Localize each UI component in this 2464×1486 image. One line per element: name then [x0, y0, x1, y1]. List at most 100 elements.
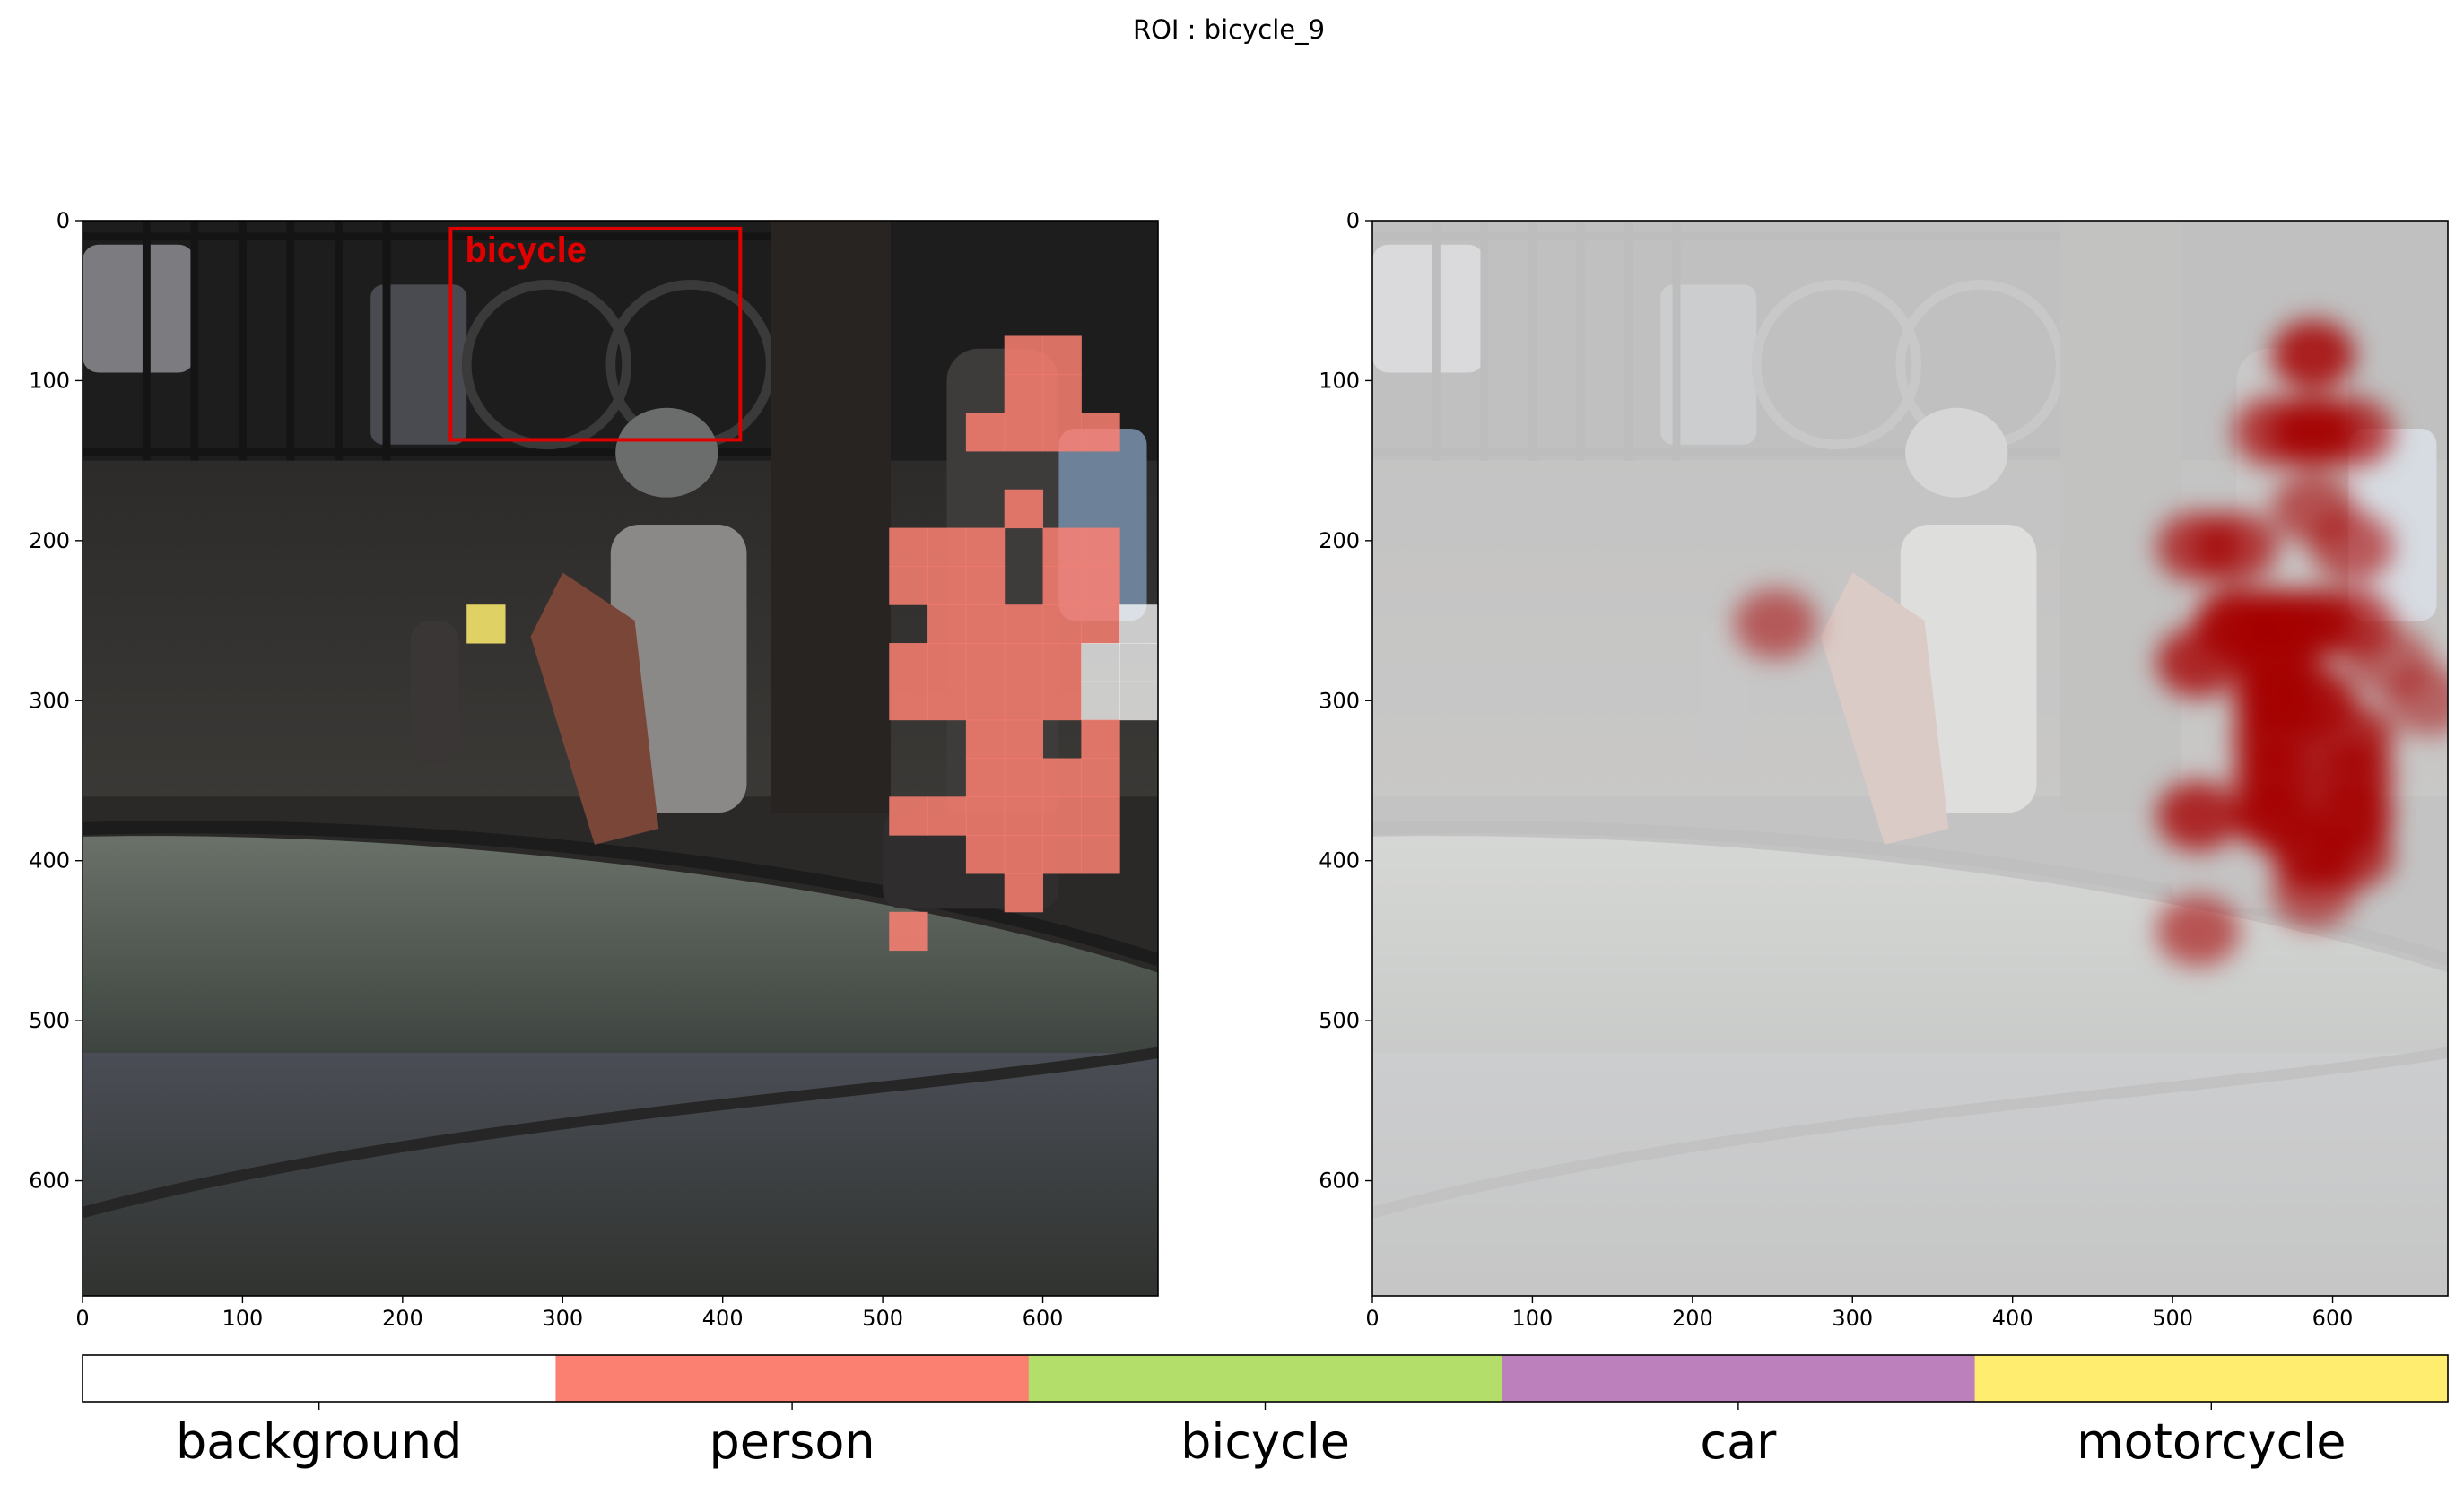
class-patch-person: [927, 796, 967, 836]
x-tick-label: 100: [222, 1306, 264, 1331]
class-patch-person: [1042, 527, 1082, 567]
attention-heatmap: [1734, 319, 2448, 967]
heat-spot: [2310, 511, 2394, 583]
class-patch-person: [965, 643, 1006, 682]
class-patch-person: [1004, 873, 1044, 913]
y-tick-label: 0: [1346, 208, 1360, 233]
class-patch-person: [1042, 835, 1082, 874]
right-panel: 0 100 200 300 400 500 600 0 100 200 300 400 500 600: [1319, 208, 2449, 1331]
class-patch-person: [889, 681, 928, 721]
class-patch-person: [965, 758, 1006, 797]
colorbar-segment-motorcycle: [1974, 1355, 2449, 1402]
y-tick-label: 600: [29, 1169, 70, 1194]
y-tick-label: 200: [1319, 528, 1360, 553]
class-patch-person: [1042, 374, 1082, 413]
x-tick-label: 0: [1365, 1306, 1379, 1331]
class-patch-person: [965, 835, 1006, 874]
colorbar-segment-car: [1502, 1355, 1976, 1402]
y-tick-label: 100: [1319, 368, 1360, 393]
left-panel: bicycle 0 100 200 300 400 500 600 0 100 200 300 400…: [29, 208, 1197, 1331]
left-axes-frame: [82, 220, 1159, 1297]
class-patch-person: [1042, 566, 1082, 605]
colorbar-label-person: person: [710, 1413, 875, 1470]
class-patch-person: [1042, 758, 1082, 797]
class-patch-person: [1081, 413, 1120, 452]
y-tick-label: 400: [29, 848, 70, 873]
class-patch-person: [1081, 719, 1120, 759]
class-patch-person: [965, 719, 1006, 759]
heat-spot: [2271, 319, 2355, 391]
class-patch-person: [1004, 719, 1044, 759]
class-patch-person: [965, 796, 1006, 836]
roi-label: bicycle: [465, 230, 587, 270]
class-patch-person: [965, 681, 1006, 721]
y-tick-label: 500: [29, 1008, 70, 1033]
class-patch-person: [1042, 796, 1082, 836]
class-patch-background: [1081, 681, 1120, 721]
class-patch-person: [1004, 489, 1044, 529]
heat-spot: [2271, 857, 2355, 928]
y-tick-label: 300: [29, 688, 70, 713]
y-tick-label: 200: [29, 528, 70, 553]
class-patch-person: [1042, 335, 1082, 375]
x-tick-label: 500: [2152, 1306, 2193, 1331]
class-patch-person: [1042, 413, 1082, 452]
heat-spot: [2387, 665, 2448, 736]
colorbar-segment-person: [555, 1355, 1030, 1402]
class-patch-person: [1004, 335, 1044, 375]
class-patch-background: [1158, 682, 1197, 720]
x-tick-label: 0: [75, 1306, 89, 1331]
heat-spot: [2156, 780, 2241, 851]
heat-spot: [2156, 895, 2241, 967]
class-patch-background: [1119, 681, 1158, 721]
class-patch-person: [889, 566, 928, 605]
class-patch-person: [1042, 643, 1082, 682]
right-axis-ticks: 0 100 200 300 400 500 600 0 100 200 300 400 500 600: [1319, 208, 2353, 1331]
colorbar-label-background: background: [176, 1413, 462, 1470]
class-patch-person: [927, 527, 967, 567]
class-patch-person: [1004, 374, 1044, 413]
class-patch-person: [965, 604, 1006, 644]
x-tick-label: 400: [1992, 1306, 2033, 1331]
x-tick-label: 200: [1672, 1306, 1713, 1331]
class-patch-person: [927, 681, 967, 721]
class-patch-person: [1004, 604, 1044, 644]
class-patch-person: [1081, 566, 1120, 605]
class-patch-background: [1081, 643, 1120, 682]
heat-spot: [2233, 396, 2317, 467]
class-patch-person: [1004, 643, 1044, 682]
right-axes-frame: [1371, 220, 2449, 1297]
class-patch-person: [927, 604, 967, 644]
roi-box: bicycle: [448, 226, 743, 442]
class-patch-background: [1119, 643, 1158, 682]
y-tick-label: 600: [1319, 1169, 1360, 1194]
class-patch-person: [1004, 835, 1044, 874]
x-tick-label: 600: [2312, 1306, 2354, 1331]
class-patch-person: [965, 527, 1006, 567]
class-patch-background: [1119, 604, 1158, 644]
heat-spot: [2156, 627, 2241, 698]
colorbar-segment-bicycle: [1028, 1355, 1502, 1402]
class-patch-person: [1081, 796, 1120, 836]
colorbar-label-bicycle: bicycle: [1180, 1413, 1350, 1470]
heat-spot: [1734, 588, 1818, 659]
class-patch-motorcycle: [466, 604, 506, 644]
y-tick-label: 400: [1319, 848, 1360, 873]
y-tick-label: 500: [1319, 1008, 1360, 1033]
x-tick-label: 300: [542, 1306, 583, 1331]
class-patch-person: [1081, 527, 1120, 567]
class-patch-person: [889, 911, 928, 952]
class-patch-person: [1081, 835, 1120, 874]
class-patch-person: [927, 566, 967, 605]
x-tick-label: 300: [1832, 1306, 1873, 1331]
class-patch-person: [889, 643, 928, 682]
class-patch-person: [965, 413, 1006, 452]
class-colorbar: background person bicycle car motorcycle: [82, 1354, 2449, 1470]
class-patch-person: [889, 796, 928, 836]
class-patch-person: [1004, 681, 1044, 721]
class-patch-person: [1004, 796, 1044, 836]
x-tick-label: 400: [702, 1306, 744, 1331]
class-patch-person: [1042, 604, 1082, 644]
left-axis-ticks: 0 100 200 300 400 500 600 0 100 200 300 400 500 600: [29, 208, 1063, 1331]
x-tick-label: 600: [1023, 1306, 1064, 1331]
